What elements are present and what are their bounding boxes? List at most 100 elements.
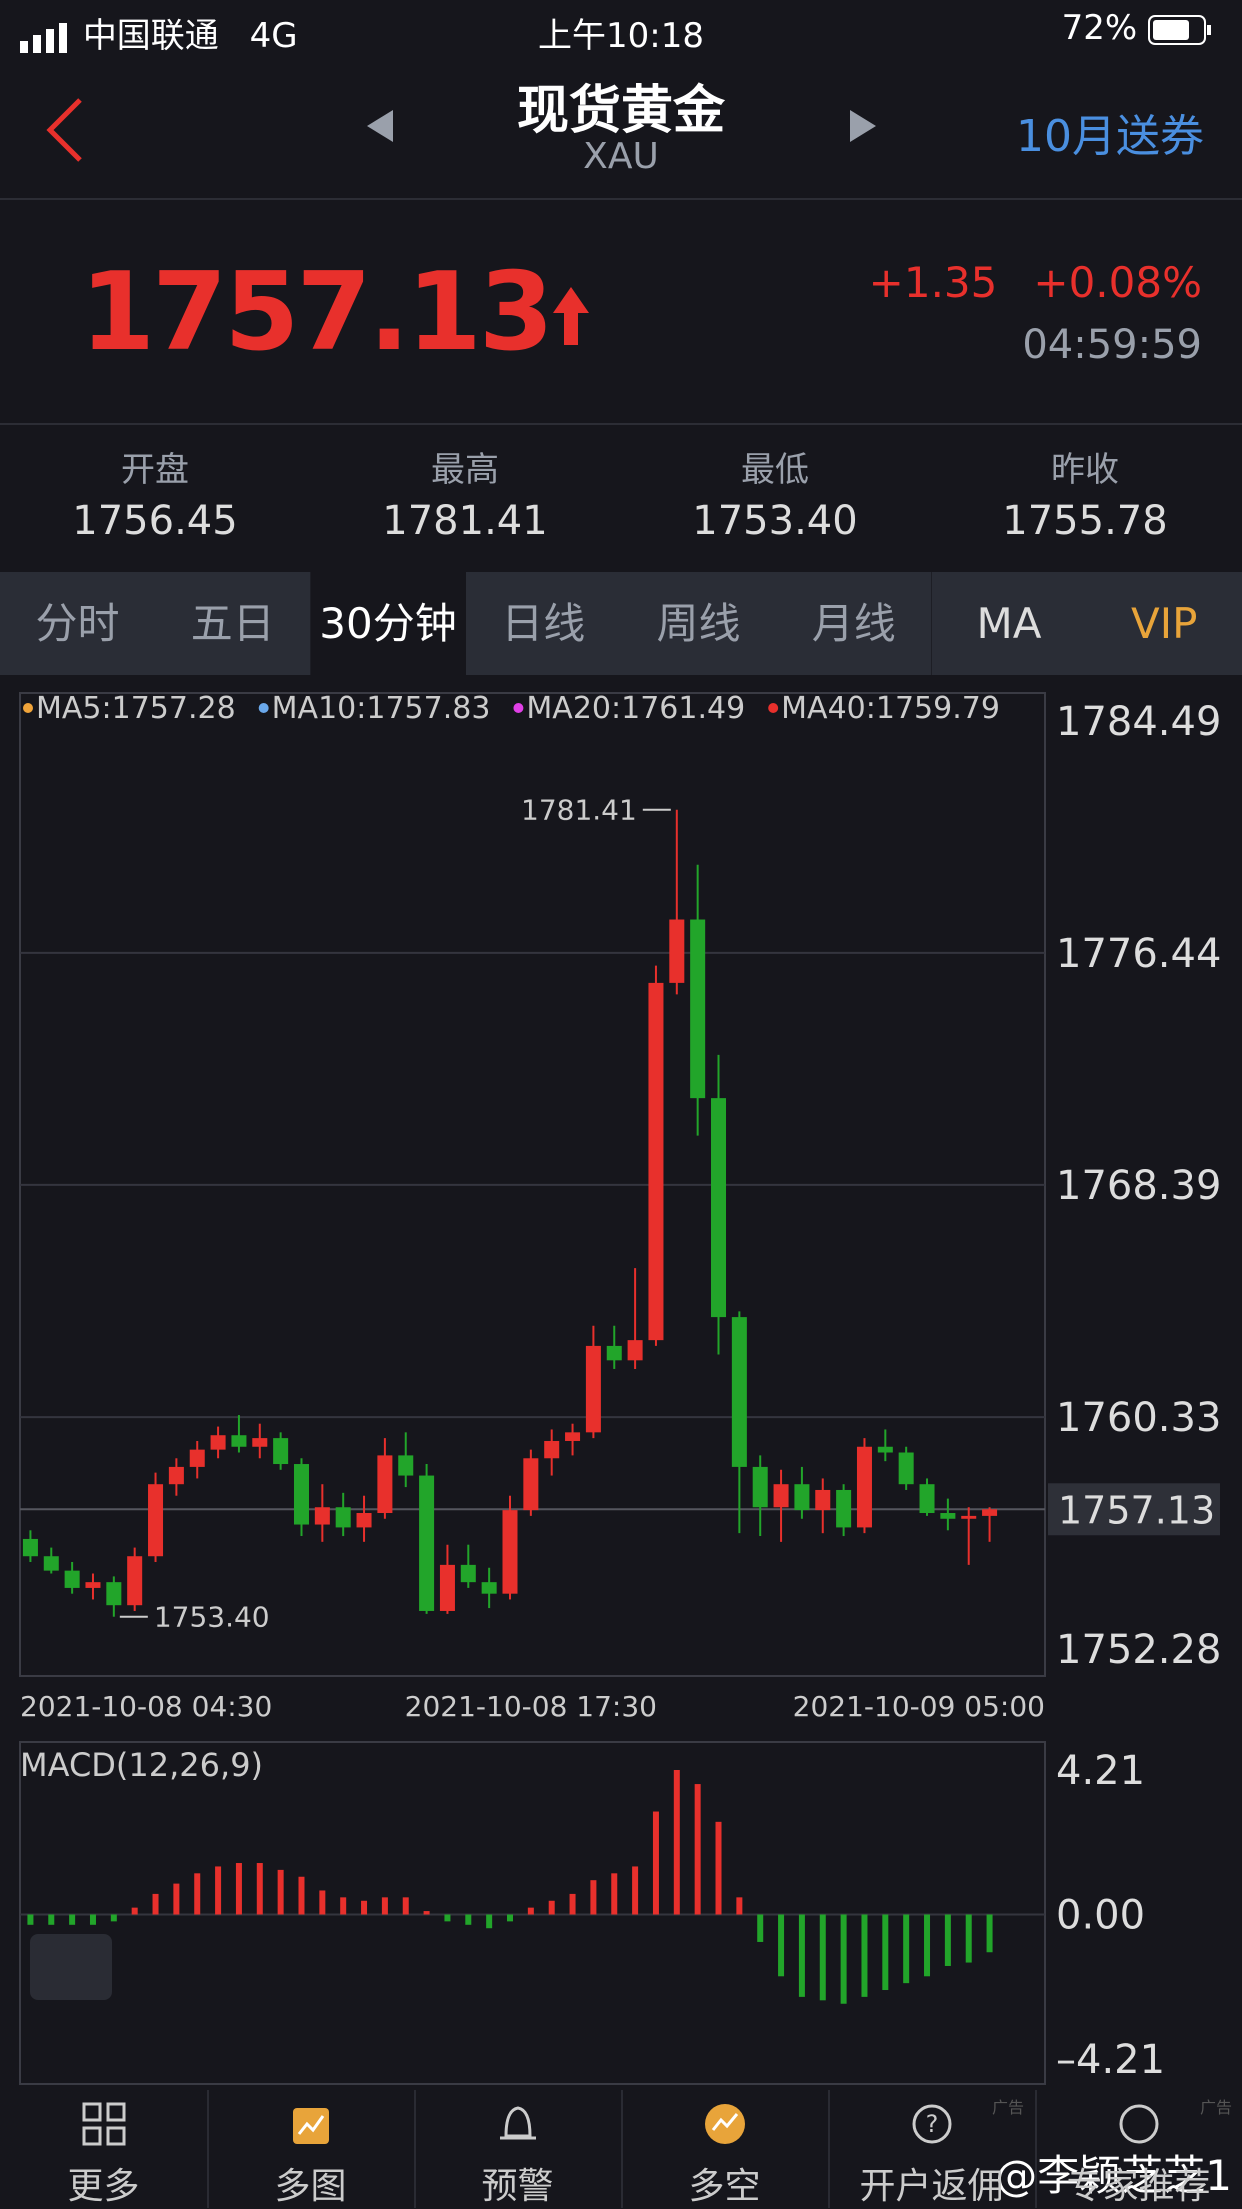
divider	[0, 423, 1242, 425]
prev-button[interactable]	[365, 108, 395, 144]
clock: 上午10:18	[538, 16, 704, 56]
battery-text: 72%	[1061, 8, 1138, 48]
candle-body	[877, 1446, 893, 1453]
candle-body	[982, 1509, 998, 1516]
stat-value: 1755.78	[1002, 498, 1168, 544]
tab[interactable]: VIP	[1086, 572, 1242, 675]
macd-bar	[131, 1907, 138, 1915]
macd-bar	[89, 1914, 96, 1925]
macd-bar	[110, 1914, 117, 1922]
candle-body	[398, 1455, 414, 1476]
candle-body	[711, 1098, 727, 1318]
subtitle: XAU	[583, 136, 659, 177]
nav-item[interactable]: 专家推荐	[1035, 2090, 1242, 2208]
macd-bar	[215, 1866, 222, 1915]
legend-dot	[258, 703, 269, 713]
change-abs: +1.35	[868, 258, 998, 307]
macd-bar	[340, 1897, 347, 1915]
nav-item[interactable]: 更多	[0, 2090, 209, 2208]
y-tick-label: –4.21	[1056, 2037, 1165, 2083]
candle-body	[22, 1538, 38, 1557]
macd-bar	[903, 1914, 910, 1984]
candle-body	[690, 919, 706, 1099]
tab[interactable]: 日线	[465, 572, 623, 675]
candle-body	[836, 1489, 852, 1528]
low-label: 1753.40	[154, 1601, 270, 1634]
candle-body	[523, 1458, 539, 1511]
up-arrow	[552, 287, 589, 345]
next-button[interactable]	[848, 108, 878, 144]
stat-value: 1781.41	[382, 498, 548, 544]
macd-bar	[194, 1873, 201, 1915]
tab[interactable]: 月线	[776, 572, 934, 675]
candle-body	[314, 1507, 330, 1525]
nav-label: 预警	[481, 2166, 554, 2207]
nav-icon	[499, 2106, 536, 2140]
nav-icon	[292, 2108, 329, 2144]
macd-bar	[652, 1811, 659, 1915]
title: 现货黄金	[516, 81, 725, 141]
candle-body	[293, 1464, 309, 1525]
nav-label: 多图	[274, 2166, 347, 2207]
x-tick-label: 2021-10-09 05:00	[793, 1690, 1045, 1723]
legend-label: MA10:1757.83	[272, 691, 491, 726]
promo[interactable]: 10月送券	[1016, 111, 1204, 162]
macd-bar	[319, 1890, 326, 1915]
macd-bar	[173, 1883, 180, 1915]
macd-bar	[381, 1897, 388, 1915]
back-button[interactable]	[40, 95, 90, 165]
macd-bar	[569, 1893, 576, 1915]
candle-body	[43, 1556, 59, 1571]
candle-body	[544, 1440, 560, 1459]
nav-item[interactable]: 多空	[621, 2090, 830, 2208]
battery: 72%	[1062, 8, 1212, 48]
candle-body	[856, 1446, 872, 1528]
stat-label: 昨收	[1051, 450, 1119, 490]
macd-bar	[235, 1863, 242, 1915]
macd-bar	[944, 1914, 951, 1966]
tab[interactable]: 周线	[621, 572, 778, 675]
macd-bar	[840, 1914, 847, 2004]
fullscreen-button[interactable]	[30, 1934, 112, 2000]
stat-value: 1753.40	[692, 498, 858, 544]
nav-label: 更多	[67, 2166, 140, 2207]
candle-body	[231, 1435, 247, 1447]
macd-bar	[277, 1869, 284, 1915]
candle-body	[377, 1455, 393, 1514]
candle-body	[148, 1484, 164, 1557]
network: 4G	[249, 16, 298, 56]
last-price-label: 1757.13	[1058, 1488, 1215, 1532]
candle-body	[168, 1466, 184, 1485]
tab[interactable]: 五日	[155, 572, 313, 675]
macd-bar	[986, 1914, 993, 1953]
macd-bar	[48, 1914, 55, 1925]
tab[interactable]: MA	[931, 572, 1089, 675]
stat-value: 1756.45	[72, 498, 238, 544]
macd-bar	[465, 1914, 472, 1925]
legend-label: MA40:1759.79	[781, 691, 1000, 726]
price: 1757.13	[80, 250, 591, 375]
nav-item[interactable]: 多图	[207, 2090, 416, 2208]
y-tick-label: 0.00	[1056, 1893, 1145, 1939]
candle-body	[940, 1513, 956, 1519]
nav-label: 开户返佣	[859, 2166, 1004, 2207]
svg-text:?: ?	[925, 2110, 938, 2138]
candle-body	[252, 1438, 268, 1447]
x-tick-label: 2021-10-08 17:30	[405, 1690, 657, 1723]
signal-icon	[20, 22, 67, 53]
macd-bar	[152, 1893, 159, 1915]
carrier: 中国联通	[82, 16, 219, 56]
macd-bar	[924, 1914, 931, 1977]
tab[interactable]: 分时	[0, 572, 157, 675]
legend-dot	[23, 703, 33, 713]
tab[interactable]: 30分钟	[310, 572, 468, 675]
candle-body	[919, 1484, 935, 1514]
macd-bar	[548, 1900, 555, 1915]
nav-item[interactable]: 预警	[414, 2090, 623, 2208]
candle-body	[752, 1466, 768, 1508]
y-tick-label: 1768.39	[1056, 1163, 1221, 1209]
candle-body	[419, 1475, 435, 1611]
nav-label: 多空	[688, 2166, 761, 2207]
macd-bar	[694, 1784, 701, 1915]
nav-item[interactable]: ? 开户返佣	[828, 2090, 1037, 2208]
